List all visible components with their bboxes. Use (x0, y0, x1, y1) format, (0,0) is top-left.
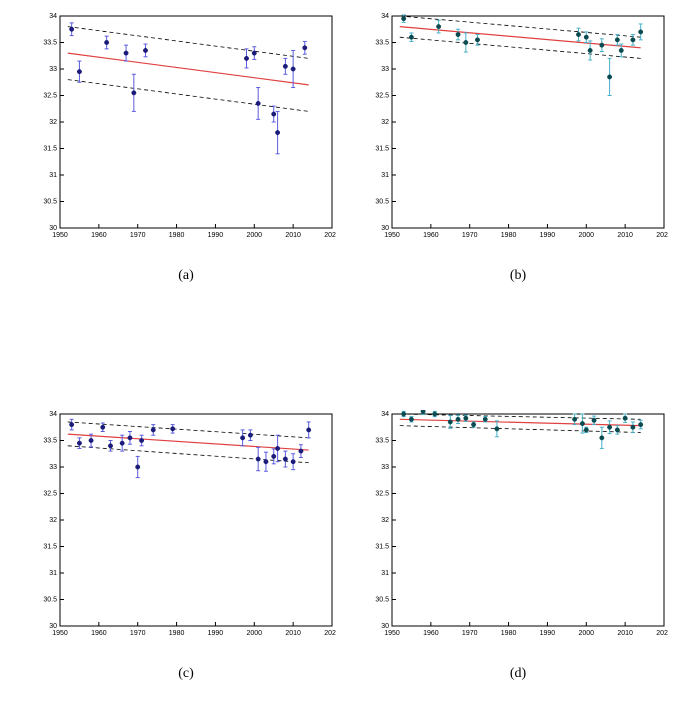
svg-text:1970: 1970 (130, 630, 146, 637)
svg-text:2020: 2020 (324, 232, 336, 239)
svg-text:1980: 1980 (501, 232, 517, 239)
svg-text:34: 34 (381, 13, 389, 20)
figure-grid: 1950 1960 1970 1980 1990 2000 2010 2020 30 30.5 31… (0, 0, 693, 723)
panel-c: 1950 1960 1970 1980 1990 2000 2010 2020 30 30.5 31… (36, 410, 336, 640)
svg-text:1970: 1970 (462, 232, 478, 239)
svg-text:1980: 1980 (169, 630, 185, 637)
svg-text:30: 30 (49, 225, 57, 232)
svg-text:2010: 2010 (617, 232, 633, 239)
svg-text:30: 30 (49, 623, 57, 630)
svg-text:30.5: 30.5 (375, 596, 389, 603)
svg-text:31.5: 31.5 (43, 543, 57, 550)
svg-text:33: 33 (49, 464, 57, 471)
svg-text:32.5: 32.5 (375, 490, 389, 497)
svg-text:33: 33 (49, 66, 57, 73)
svg-text:32: 32 (49, 517, 57, 524)
svg-text:2020: 2020 (656, 232, 668, 239)
svg-text:32.5: 32.5 (375, 92, 389, 99)
svg-text:32.5: 32.5 (43, 92, 57, 99)
svg-text:1960: 1960 (423, 232, 439, 239)
svg-text:2010: 2010 (285, 630, 301, 637)
chart-svg: 1950 1960 1970 1980 1990 2000 2010 2020 30 30.5 31… (368, 12, 668, 242)
svg-text:32: 32 (381, 517, 389, 524)
svg-text:2020: 2020 (324, 630, 336, 637)
svg-text:31: 31 (381, 570, 389, 577)
svg-text:1990: 1990 (208, 232, 224, 239)
svg-text:1990: 1990 (208, 630, 224, 637)
svg-text:2000: 2000 (246, 232, 262, 239)
panel-b-caption: (b) (368, 268, 668, 284)
svg-text:1960: 1960 (423, 630, 439, 637)
panel-d-caption: (d) (368, 666, 668, 682)
svg-text:34: 34 (49, 411, 57, 418)
svg-text:1950: 1950 (384, 630, 400, 637)
svg-text:30: 30 (381, 623, 389, 630)
svg-text:30.5: 30.5 (43, 198, 57, 205)
svg-text:2000: 2000 (578, 232, 594, 239)
svg-text:2000: 2000 (578, 630, 594, 637)
svg-text:32: 32 (49, 119, 57, 126)
svg-text:31.5: 31.5 (375, 145, 389, 152)
svg-text:31: 31 (49, 172, 57, 179)
svg-text:1970: 1970 (462, 630, 478, 637)
svg-text:2010: 2010 (617, 630, 633, 637)
chart-svg: 1950 1960 1970 1980 1990 2000 2010 2020 30 30.5 31… (368, 410, 668, 640)
panel-b: 1950 1960 1970 1980 1990 2000 2010 2020 30 30.5 31… (368, 12, 668, 242)
svg-text:1970: 1970 (130, 232, 146, 239)
svg-text:33.5: 33.5 (43, 437, 57, 444)
chart-svg: 1950 1960 1970 1980 1990 2000 2010 2020 30 30.5 31… (36, 12, 336, 242)
svg-text:1950: 1950 (52, 232, 68, 239)
svg-text:30.5: 30.5 (375, 198, 389, 205)
svg-text:31.5: 31.5 (43, 145, 57, 152)
svg-text:34: 34 (49, 13, 57, 20)
svg-text:1990: 1990 (540, 630, 556, 637)
svg-text:1980: 1980 (169, 232, 185, 239)
svg-text:33: 33 (381, 66, 389, 73)
svg-text:1980: 1980 (501, 630, 517, 637)
svg-text:32: 32 (381, 119, 389, 126)
svg-text:1990: 1990 (540, 232, 556, 239)
svg-text:34: 34 (381, 411, 389, 418)
svg-text:31.5: 31.5 (375, 543, 389, 550)
svg-text:1950: 1950 (52, 630, 68, 637)
svg-text:33.5: 33.5 (375, 437, 389, 444)
panel-d: 1950 1960 1970 1980 1990 2000 2010 2020 30 30.5 31… (368, 410, 668, 640)
svg-text:33.5: 33.5 (43, 39, 57, 46)
svg-text:33.5: 33.5 (375, 39, 389, 46)
svg-text:2020: 2020 (656, 630, 668, 637)
svg-text:31: 31 (49, 570, 57, 577)
svg-text:33: 33 (381, 464, 389, 471)
svg-text:2010: 2010 (285, 232, 301, 239)
svg-text:2000: 2000 (246, 630, 262, 637)
svg-text:1950: 1950 (384, 232, 400, 239)
svg-text:32.5: 32.5 (43, 490, 57, 497)
chart-svg: 1950 1960 1970 1980 1990 2000 2010 2020 30 30.5 31… (36, 410, 336, 640)
panel-c-caption: (c) (36, 666, 336, 682)
panel-a-caption: (a) (36, 268, 336, 284)
svg-text:1960: 1960 (91, 232, 107, 239)
svg-text:30: 30 (381, 225, 389, 232)
svg-text:1960: 1960 (91, 630, 107, 637)
svg-text:31: 31 (381, 172, 389, 179)
svg-text:30.5: 30.5 (43, 596, 57, 603)
panel-a: 1950 1960 1970 1980 1990 2000 2010 2020 30 30.5 31… (36, 12, 336, 242)
